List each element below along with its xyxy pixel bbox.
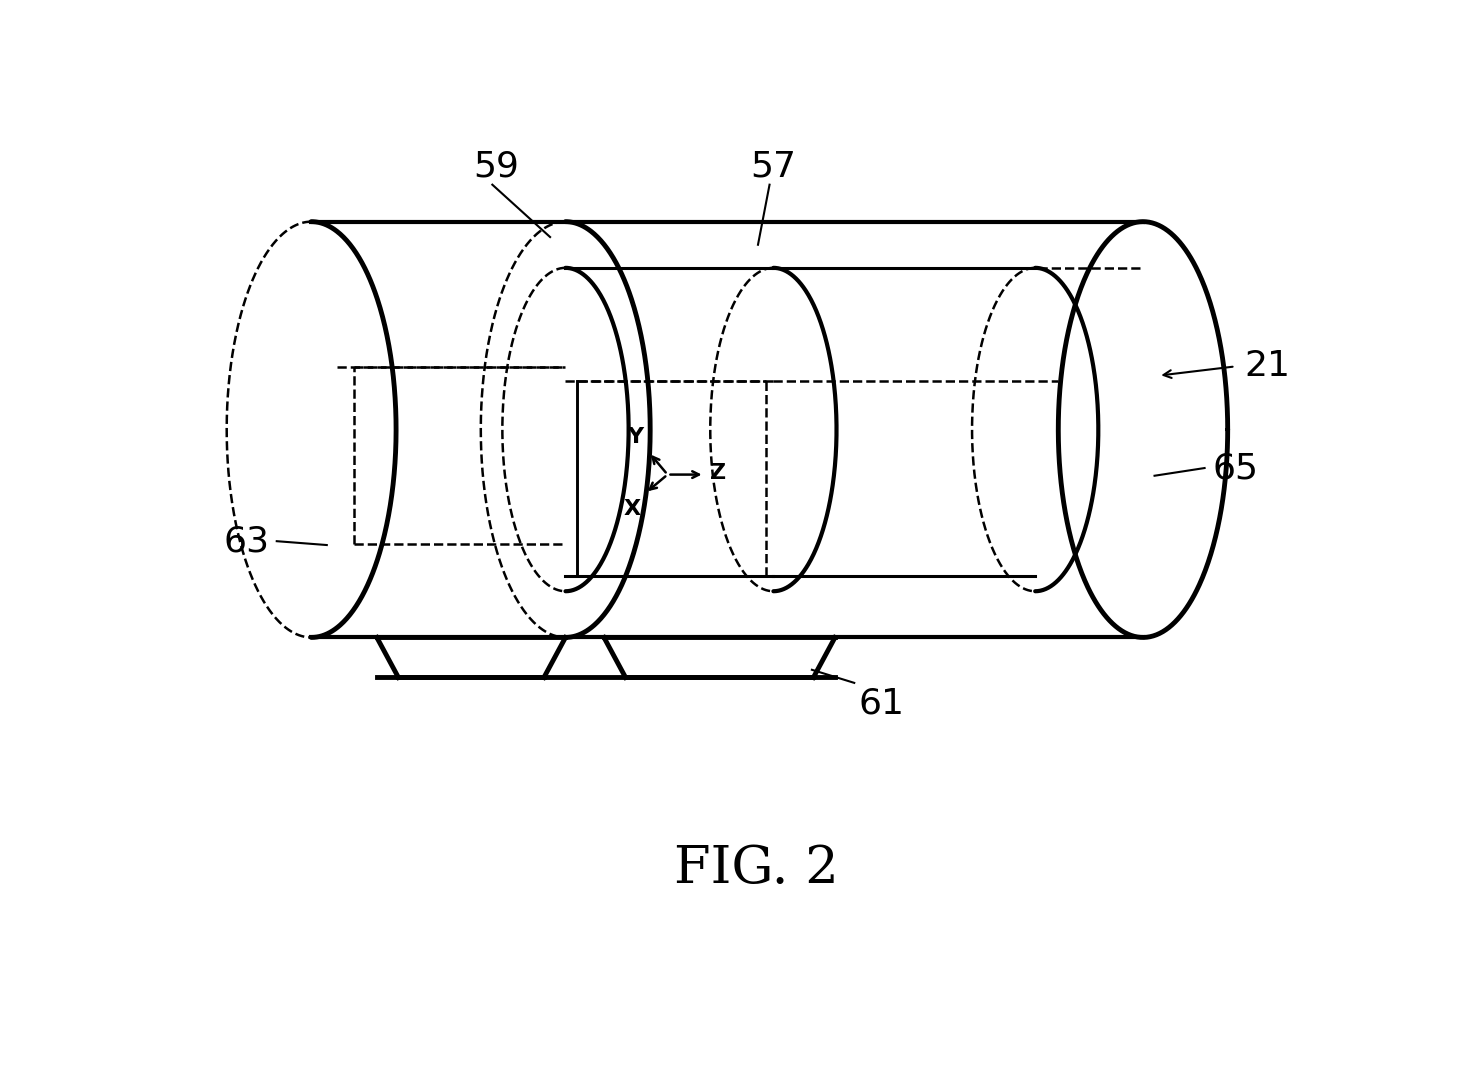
- Text: FIG. 2: FIG. 2: [675, 843, 838, 894]
- Text: 63: 63: [223, 524, 269, 558]
- Text: 59: 59: [474, 150, 520, 183]
- Text: Y: Y: [627, 426, 644, 447]
- Text: 65: 65: [1212, 451, 1259, 485]
- Text: Z: Z: [710, 463, 726, 484]
- Text: X: X: [624, 499, 641, 519]
- Text: 57: 57: [750, 150, 797, 183]
- Text: 61: 61: [858, 687, 905, 721]
- Text: 21: 21: [1244, 349, 1290, 383]
